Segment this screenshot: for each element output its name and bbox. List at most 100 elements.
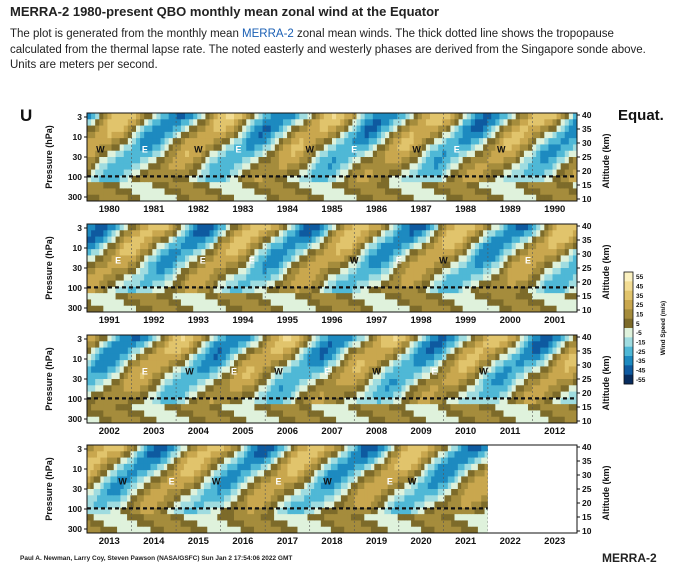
wind-cell (430, 268, 435, 275)
wind-cell (229, 150, 235, 158)
wind-cell (270, 157, 276, 164)
wind-cell (405, 397, 410, 405)
wind-cell (107, 299, 112, 307)
wind-cell (421, 416, 427, 424)
wind-cell (278, 286, 284, 294)
wind-cell (540, 242, 545, 250)
wind-cell (446, 175, 451, 183)
wind-cell (205, 372, 210, 380)
wind-cell (270, 397, 276, 405)
wind-cell (434, 169, 439, 177)
wind-cell (430, 280, 435, 288)
wind-cell (140, 131, 145, 139)
merra2-link[interactable]: MERRA-2 (242, 28, 294, 40)
wind-cell (385, 366, 390, 374)
wind-cell (446, 242, 451, 250)
wind-cell (156, 410, 161, 418)
wind-cell (348, 416, 353, 424)
wind-cell (462, 236, 468, 244)
wind-cell (95, 157, 100, 164)
wind-cell (340, 224, 345, 231)
wind-cell (262, 255, 268, 263)
wind-cell (503, 175, 508, 183)
wind-cell (189, 144, 194, 152)
wind-cell (168, 230, 174, 237)
wind-cell (511, 397, 517, 405)
wind-cell (368, 230, 374, 237)
wind-cell (172, 113, 178, 120)
wind-cell (417, 261, 423, 269)
wind-cell (209, 113, 214, 120)
wind-cell (262, 113, 268, 120)
wind-cell (466, 385, 472, 392)
wind-cell (507, 236, 513, 244)
wind-cell (393, 404, 398, 411)
wind-cell (401, 280, 406, 288)
wind-cell (229, 341, 235, 348)
wind-cell (381, 157, 386, 164)
wind-cell (385, 268, 390, 275)
wind-cell (217, 188, 223, 196)
wind-cell (381, 286, 386, 294)
wind-cell (295, 182, 300, 189)
wind-cell (152, 224, 157, 231)
wind-cell (556, 236, 562, 244)
wind-cell (332, 163, 337, 170)
wind-cell (176, 385, 182, 392)
wind-cell (242, 138, 247, 145)
wind-cell (352, 138, 357, 145)
wind-cell (152, 391, 157, 399)
wind-cell (479, 286, 484, 294)
wind-cell (238, 404, 243, 411)
page-title: MERRA-2 1980-present QBO monthly mean zo… (10, 4, 440, 19)
wind-cell (119, 280, 125, 288)
wind-cell (372, 125, 378, 133)
wind-cell (274, 335, 280, 342)
wind-cell (479, 280, 484, 288)
wind-cell (238, 163, 243, 170)
wind-cell (319, 293, 325, 300)
wind-cell (323, 261, 329, 269)
wind-cell (160, 182, 165, 189)
wind-cell (372, 144, 378, 152)
wind-cell (336, 268, 341, 275)
wind-cell (564, 163, 570, 170)
wind-cell (209, 293, 214, 300)
wind-cell (421, 286, 427, 294)
wind-cell (434, 360, 439, 367)
wind-cell (332, 379, 337, 386)
wind-cell (152, 194, 157, 202)
wind-cell (95, 299, 100, 307)
wind-cell (95, 249, 100, 256)
wind-cell (327, 391, 333, 399)
wind-cell (95, 335, 100, 342)
wind-cell (344, 150, 349, 158)
wind-cell (193, 255, 198, 263)
wind-cell (136, 372, 141, 380)
wind-cell (287, 305, 292, 313)
wind-cell (197, 410, 202, 418)
wind-cell (103, 397, 108, 405)
wind-cell (417, 113, 423, 120)
wind-cell (103, 119, 108, 126)
wind-cell (315, 335, 321, 342)
pressure-tick-label: 100 (68, 172, 82, 182)
wind-cell (209, 194, 214, 202)
wind-cell (87, 341, 92, 348)
wind-cell (446, 341, 451, 348)
wind-cell (348, 242, 353, 250)
wind-cell (434, 230, 439, 237)
wind-cell (332, 119, 337, 126)
wind-cell (499, 347, 504, 355)
wind-cell (474, 230, 480, 237)
wind-cell (274, 230, 280, 237)
wind-cell (254, 119, 259, 126)
wind-cell (491, 335, 496, 342)
wind-cell (401, 157, 406, 164)
wind-cell (376, 230, 382, 237)
wind-cell (438, 397, 443, 405)
wind-cell (299, 397, 304, 405)
wind-cell (360, 305, 366, 313)
wind-cell (348, 182, 353, 189)
wind-cell (376, 280, 382, 288)
